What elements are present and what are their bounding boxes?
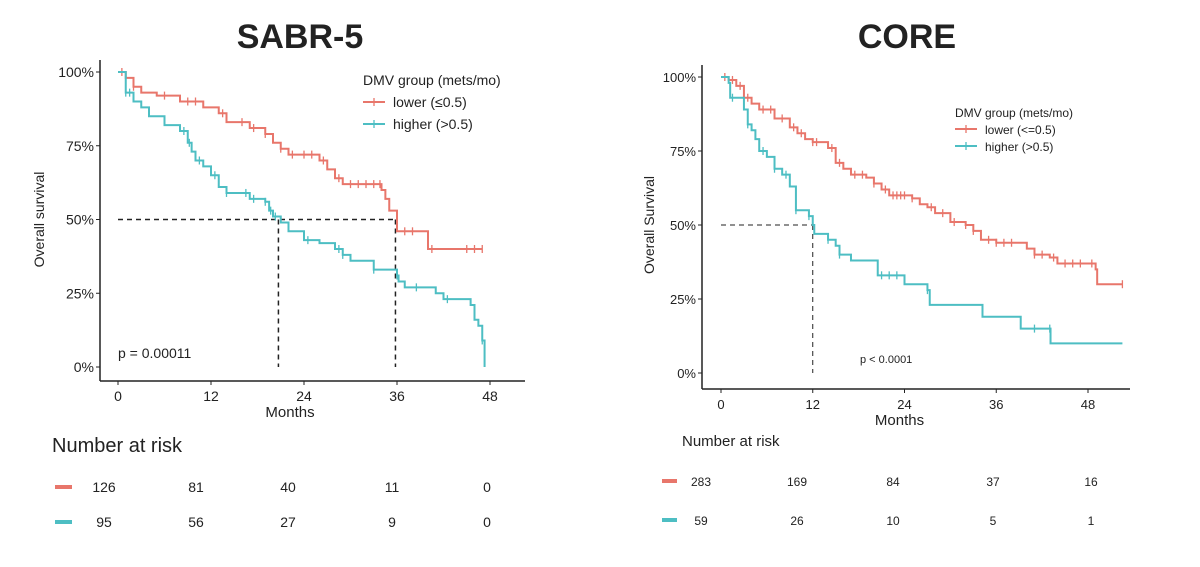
legend-title: DMV group (mets/mo) [955,106,1073,120]
chart-title: SABR-5 [237,18,364,56]
legend-label-lower: lower (<=0.5) [985,123,1056,137]
y-tick-label: 50% [66,212,94,228]
sabr5-panel: SABR-5 0% 25% 50% 75% 100% 0 12 24 36 48 Months Over… [31,18,525,530]
x-tick-label: 12 [806,397,820,412]
legend-title: DMV group (mets/mo) [363,72,501,88]
risk-count: 11 [385,479,400,495]
x-tick-label: 48 [1081,397,1095,412]
y-tick-label: 75% [670,144,696,159]
y-axis-label: Overall survival [31,172,47,268]
risk-count: 1 [1088,514,1095,528]
risk-count: 0 [483,479,491,495]
p-value-annotation: p = 0.00011 [118,345,192,361]
risk-count: 84 [886,475,900,489]
legend-label-higher: higher (>0.5) [985,140,1053,154]
risk-count: 0 [483,514,491,530]
survival-curve-higher [118,71,486,367]
x-axis-label: Months [265,404,314,421]
y-tick-label: 25% [66,285,94,301]
y-tick-label: 100% [58,64,94,80]
risk-count: 10 [886,514,900,528]
y-tick-label: 100% [663,70,697,85]
risk-count: 169 [787,475,807,489]
x-tick-label: 36 [389,388,405,404]
x-tick-label: 24 [296,388,312,404]
y-tick-label: 75% [66,138,94,154]
risk-count: 27 [280,514,296,530]
chart-title: CORE [858,18,956,56]
x-tick-label: 0 [717,397,724,412]
x-tick-label: 48 [482,388,498,404]
risk-count: 37 [986,475,1000,489]
y-tick-label: 50% [670,218,696,233]
risk-count: 59 [694,514,708,528]
risk-count: 16 [1084,475,1098,489]
x-axis-label: Months [875,412,924,429]
risk-count: 56 [188,514,204,530]
x-tick-label: 0 [114,388,122,404]
x-tick-label: 24 [897,397,911,412]
survival-curve-higher [721,76,1123,345]
risk-count: 9 [388,514,396,530]
survival-curve-lower [721,76,1123,286]
risk-count: 26 [790,514,804,528]
y-tick-label: 25% [670,292,696,307]
risk-count: 126 [92,479,116,495]
survival-curve-lower [118,71,483,250]
legend-label-higher: higher (>0.5) [393,116,473,132]
risk-table-title: Number at risk [682,433,780,450]
y-axis-label: Overall Survival [641,176,657,274]
x-tick-label: 36 [989,397,1003,412]
y-tick-label: 0% [677,366,696,381]
p-value-annotation: p < 0.0001 [860,354,912,366]
risk-count: 40 [280,479,296,495]
legend-label-lower: lower (≤0.5) [393,94,467,110]
risk-count: 95 [96,514,112,530]
risk-count: 5 [990,514,997,528]
core-panel: CORE 0% 25% 50% 75% 100% 0 12 24 36 48 Months Overal… [641,18,1130,528]
risk-count: 81 [188,479,204,495]
x-tick-label: 12 [203,388,219,404]
risk-count: 283 [691,475,711,489]
y-tick-label: 0% [74,359,94,375]
risk-table-title: Number at risk [52,435,183,457]
